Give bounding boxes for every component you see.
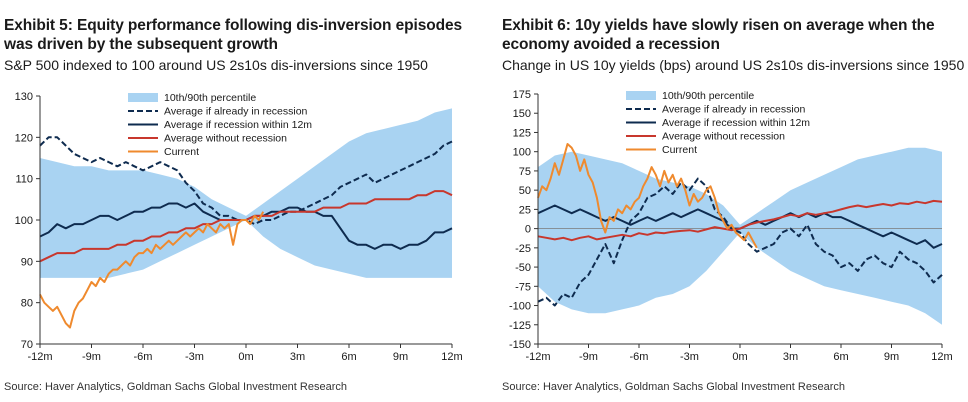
y-tick-label: 130: [15, 91, 33, 103]
y-tick-label: 50: [519, 185, 531, 197]
series-average-without-recession-line: [537, 199, 943, 242]
y-tick-label: -75: [515, 281, 531, 293]
x-tick-label: 6m: [833, 351, 848, 363]
y-tick-label: 100: [513, 147, 531, 159]
y-tick-label: 90: [21, 256, 33, 268]
legend-label: 10th/90th percentile: [164, 92, 256, 104]
chart-title: Exhibit 5: Equity performance following …: [4, 17, 463, 53]
equity-performance-chart: 130 120 110 100 90 80 70-12m -9m -6m -3m 0m 3m 6m 9m 1…: [15, 91, 463, 363]
y-tick-label: 70: [21, 339, 33, 351]
legend-label: Average without recession: [164, 133, 287, 145]
x-tick-label: 3m: [783, 351, 798, 363]
y-tick-label: 120: [15, 132, 33, 144]
x-tick-label: -6m: [630, 351, 649, 363]
y-tick-label: -150: [509, 339, 531, 351]
y-tick-label: 175: [513, 89, 531, 101]
chart-source: Source: Haver Analytics, Goldman Sachs G…: [4, 381, 347, 393]
y-tick-label: -25: [515, 243, 531, 255]
legend-label: Average if recession within 12m: [164, 119, 312, 131]
y-tick-label: 25: [519, 204, 531, 216]
y-tick-label: -125: [509, 320, 531, 332]
x-tick-label: -12m: [27, 351, 52, 363]
percentile-band: [538, 147, 942, 325]
x-tick-label: -6m: [134, 351, 153, 363]
x-tick-label: 0m: [238, 351, 253, 363]
y-tick-label: -50: [515, 262, 531, 274]
legend-label: Average without recession: [662, 131, 785, 143]
x-tick-label: 9m: [393, 351, 408, 363]
x-tick-label: -12m: [525, 351, 550, 363]
y-tick-label: 150: [513, 108, 531, 120]
legend-label: Average if recession within 12m: [662, 117, 810, 129]
x-tick-label: 6m: [341, 351, 356, 363]
legend-swatch-band: [128, 93, 158, 102]
x-tick-label: -9m: [82, 351, 101, 363]
chart-source: Source: Haver Analytics, Goldman Sachs G…: [502, 381, 845, 393]
y-tick-label: 75: [519, 166, 531, 178]
x-tick-label: 12m: [931, 351, 952, 363]
legend-label: Average if already in recession: [662, 104, 806, 116]
x-tick-label: 0m: [732, 351, 747, 363]
series-average-if-already-in-recession-line: [537, 177, 943, 307]
legend-label: Current: [164, 146, 199, 158]
chart-subtitle: S&P 500 indexed to 100 around US 2s10s d…: [4, 57, 428, 73]
x-tick-label: 3m: [290, 351, 305, 363]
y-tick-label: 100: [15, 215, 33, 227]
y-tick-label: -100: [509, 301, 531, 313]
x-tick-label: 12m: [441, 351, 462, 363]
x-tick-label: -3m: [680, 351, 699, 363]
series-current-line: [537, 143, 758, 249]
x-tick-label: -9m: [579, 351, 598, 363]
legend-label: Current: [662, 144, 697, 156]
legend-swatch-band: [626, 91, 656, 100]
exhibit-5-panel: Exhibit 5: Equity performance following …: [0, 0, 470, 402]
chart-title: Exhibit 6: 10y yields have slowly risen …: [502, 17, 935, 53]
legend-label: Average if already in recession: [164, 106, 308, 118]
y-tick-label: 110: [15, 174, 33, 186]
x-tick-label: 9m: [884, 351, 899, 363]
y-tick-label: 0: [525, 224, 531, 236]
y-tick-label: 80: [21, 298, 33, 310]
y-tick-label: 125: [513, 127, 531, 139]
yields-change-chart: 175 150 125 100 75 50 25 0 -25 -50 -75 -100 -125 -150…: [509, 89, 953, 363]
x-tick-label: -3m: [185, 351, 204, 363]
series-current-line: [39, 211, 265, 329]
chart-subtitle: Change in US 10y yields (bps) around US …: [502, 57, 965, 73]
exhibit-6-panel: Exhibit 6: 10y yields have slowly risen …: [498, 0, 968, 402]
percentile-band: [40, 108, 452, 278]
legend-label: 10th/90th percentile: [662, 90, 754, 102]
